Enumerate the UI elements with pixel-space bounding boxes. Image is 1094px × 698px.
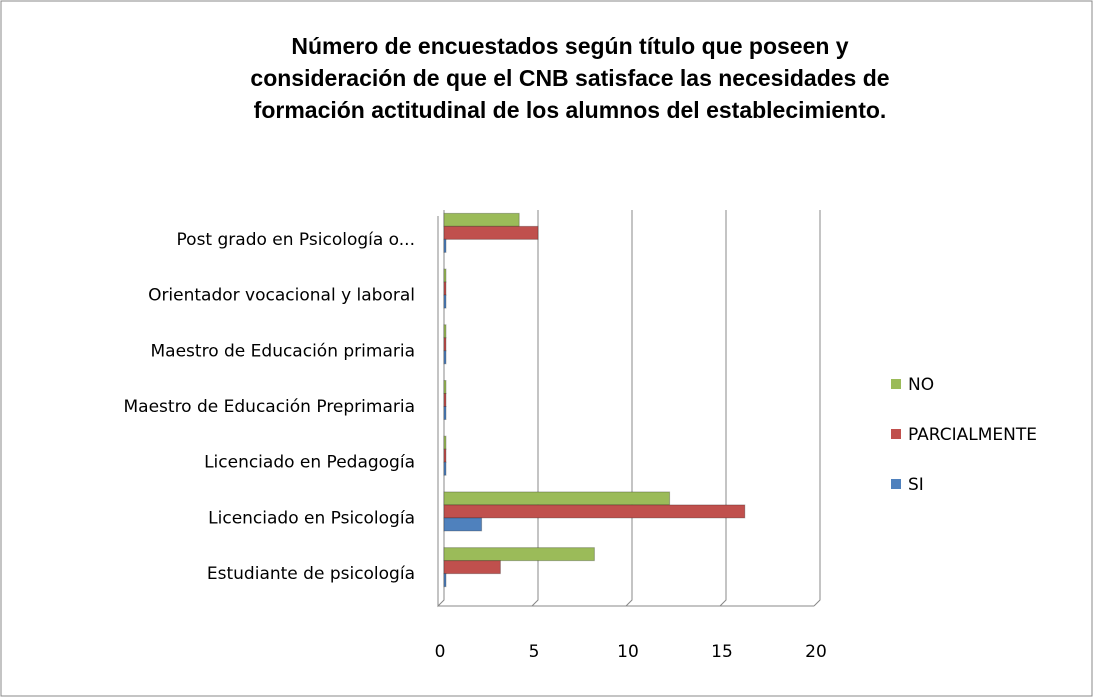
bar — [443, 238, 447, 253]
y-tick-label: Orientador vocacional y laboral — [148, 286, 415, 306]
bar — [443, 448, 447, 463]
y-tick-label: Maestro de Educación Preprimaria — [124, 397, 416, 417]
bar — [443, 212, 520, 227]
bar — [443, 380, 447, 394]
bar — [443, 281, 447, 296]
bar — [443, 268, 447, 283]
bar — [443, 560, 501, 575]
x-tick-label: 10 — [617, 642, 639, 662]
y-tick-label: Licenciado en Pedagogía — [204, 453, 415, 473]
bar — [443, 350, 447, 365]
grid-line — [625, 210, 633, 607]
chart-title: Número de encuestados según título que p… — [291, 33, 848, 59]
chart-title: formación actitudinal de los alumnos del… — [254, 97, 887, 123]
grid-line — [719, 210, 727, 607]
bar — [443, 461, 447, 476]
bar — [443, 393, 447, 407]
x-tick-label: 5 — [529, 642, 540, 662]
chart-title: consideración de que el CNB satisface la… — [250, 65, 889, 91]
x-tick-label: 0 — [435, 642, 446, 662]
legend-label: PARCIALMENTE — [908, 425, 1037, 445]
y-tick-label: Estudiante de psicología — [207, 564, 415, 584]
legend-swatch — [891, 479, 901, 489]
bar — [443, 491, 671, 506]
grid-line — [531, 210, 539, 607]
grid-line — [813, 210, 821, 607]
legend-swatch — [891, 379, 901, 389]
y-tick-label: Maestro de Educación primaria — [151, 341, 415, 361]
legend-label: NO — [908, 375, 934, 395]
bar — [443, 573, 447, 588]
bar — [443, 435, 447, 450]
y-tick-label: Post grado en Psicología o... — [177, 230, 415, 250]
bar — [443, 517, 483, 532]
x-tick-label: 20 — [805, 642, 827, 662]
bar — [443, 504, 746, 519]
bar — [443, 225, 539, 240]
legend-label: SI — [908, 475, 924, 495]
bar — [443, 547, 595, 562]
bar — [443, 294, 447, 309]
legend-swatch — [891, 429, 901, 439]
bar — [443, 406, 447, 420]
bar — [443, 337, 447, 352]
y-tick-label: Licenciado en Psicología — [208, 508, 415, 528]
x-tick-label: 15 — [711, 642, 733, 662]
bar — [443, 324, 447, 339]
